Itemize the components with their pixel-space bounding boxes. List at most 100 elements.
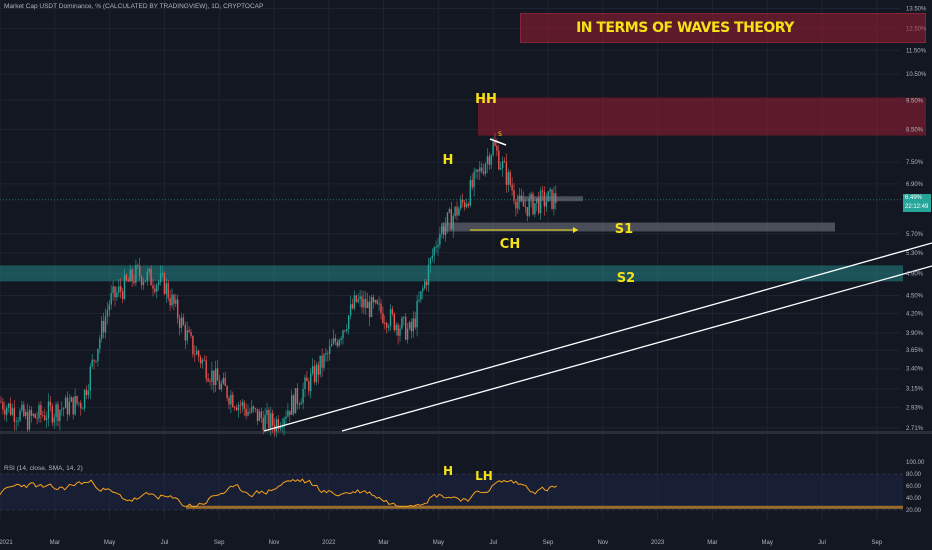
candle [139, 257, 141, 282]
candle-body [319, 355, 321, 375]
candle-body [448, 209, 451, 213]
candle-body [142, 281, 145, 286]
candle-body [325, 353, 327, 355]
candle-body [359, 296, 361, 300]
candle [258, 408, 261, 422]
grid-lines [0, 0, 900, 520]
candle-body [281, 426, 283, 428]
candle-body [254, 408, 257, 410]
candle-body [178, 318, 181, 328]
candle [501, 156, 504, 177]
candle-body [253, 406, 255, 409]
candle [13, 399, 15, 431]
candle-body [370, 297, 373, 318]
candle [443, 222, 445, 239]
candle [332, 329, 335, 346]
candle-body [19, 410, 21, 421]
candle [9, 397, 12, 417]
candle-body [308, 381, 310, 392]
price-axis-label: 3.90% [906, 331, 924, 337]
candle-body [372, 297, 375, 303]
candle-body [163, 273, 166, 295]
candle [266, 402, 268, 424]
candle-body [444, 225, 447, 235]
candle-body [133, 280, 135, 283]
candle-body [102, 320, 105, 333]
candle [484, 162, 487, 177]
candle [456, 201, 458, 221]
candle-body [239, 404, 242, 406]
candle [311, 358, 314, 376]
candle [26, 403, 29, 432]
candle-body [403, 316, 405, 318]
candle [370, 294, 373, 318]
candle-body [344, 330, 346, 332]
candle [424, 279, 426, 290]
candle-body [334, 338, 337, 342]
candle [511, 176, 513, 196]
candle [209, 378, 211, 386]
last-price-tag: 6.49% 22:12:49 [903, 194, 931, 212]
candle [218, 375, 221, 390]
candle-body [264, 414, 266, 431]
candle [220, 380, 223, 393]
candle [253, 405, 255, 413]
candle [61, 401, 63, 416]
candle-body [83, 389, 86, 409]
candle [380, 298, 382, 320]
candle-body [511, 184, 513, 191]
candle [539, 187, 542, 220]
candle-body [205, 360, 207, 379]
candle [500, 161, 502, 171]
candle [205, 355, 207, 383]
candle-body [539, 190, 542, 214]
candle [391, 305, 394, 317]
rsi-line [0, 478, 558, 507]
candle [462, 193, 464, 208]
candle-body [159, 273, 162, 283]
candle-body [469, 179, 471, 206]
candle-body [110, 293, 112, 305]
candle-body [32, 413, 34, 416]
candle [131, 267, 133, 287]
candle-body [321, 355, 323, 368]
candle-body [467, 203, 470, 206]
price-axis-label: 6.90% [906, 182, 924, 188]
time-axis-label: Mar [378, 540, 388, 546]
candle-body [258, 411, 261, 421]
candle-body [78, 402, 80, 404]
candle [262, 410, 264, 435]
candle-body [384, 322, 386, 324]
candle [36, 411, 38, 425]
candle-body [503, 161, 506, 163]
candle-body [460, 199, 462, 209]
candle-body [70, 397, 72, 402]
candles [0, 133, 557, 438]
candle [532, 191, 534, 216]
candle [342, 329, 344, 345]
candle [38, 402, 40, 423]
candle [171, 288, 173, 308]
candle-body [425, 281, 428, 286]
candle-body [40, 405, 42, 416]
trendline-lower [341, 265, 932, 432]
candle-body [287, 410, 289, 417]
candle [85, 385, 88, 399]
time-axis-label: 2022 [322, 540, 336, 546]
candle-body [456, 206, 458, 216]
candle-body [323, 354, 325, 368]
candle [460, 195, 462, 211]
candle-body [482, 171, 485, 174]
candle [97, 348, 99, 367]
last-price-value: 6.49% [905, 195, 923, 201]
candle-body [401, 317, 403, 329]
banner-zone [520, 13, 926, 43]
candle-body [317, 364, 319, 375]
candle [505, 153, 508, 193]
candle-body [101, 320, 103, 339]
rsi-header: RSI (14, close, SMA, 14, 2) [4, 465, 83, 472]
candle [137, 263, 139, 270]
candle-body [481, 167, 483, 172]
candle [509, 170, 511, 187]
